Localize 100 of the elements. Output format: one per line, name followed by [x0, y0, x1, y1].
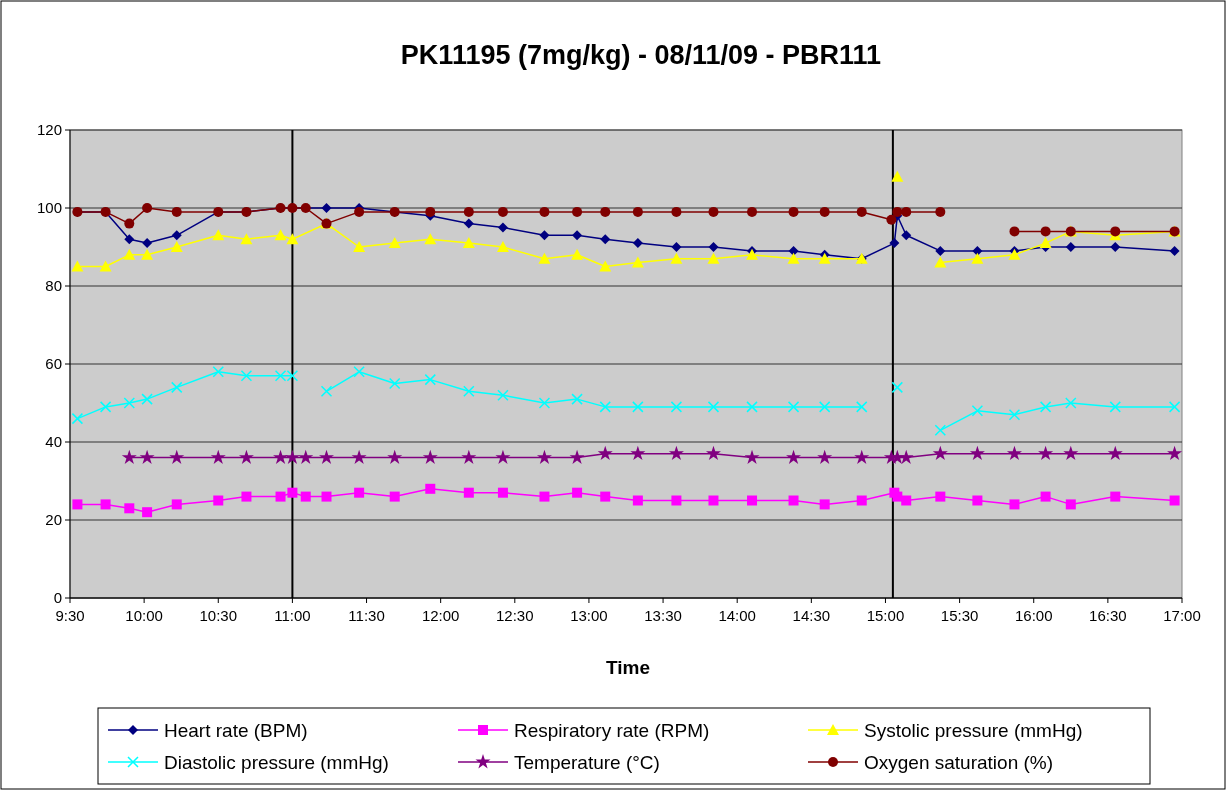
x-tick-label: 14:00: [718, 607, 756, 624]
point: [539, 491, 550, 502]
point: [1008, 408, 1021, 421]
x-tick-label: 13:30: [644, 607, 682, 624]
legend-label: Respiratory rate (RPM): [514, 719, 710, 741]
point: [212, 366, 225, 378]
point: [787, 252, 800, 264]
point: [1109, 401, 1122, 413]
point: [139, 449, 155, 464]
point: [1065, 499, 1076, 510]
point: [1168, 401, 1181, 413]
point: [496, 241, 509, 252]
point: [275, 491, 286, 502]
point: [708, 242, 719, 252]
point: [787, 401, 800, 413]
point: [935, 491, 946, 502]
x-tick-label: 12:30: [496, 607, 534, 624]
point: [212, 229, 225, 241]
point: [630, 445, 646, 461]
point: [274, 229, 287, 241]
point: [539, 206, 550, 217]
point: [462, 237, 475, 249]
point: [708, 495, 719, 506]
point: [746, 401, 758, 413]
chart-title: PK11195 (7mg/kg) - 08/11/09 - PBR111: [400, 40, 882, 70]
point: [671, 206, 682, 217]
point: [298, 449, 314, 464]
point: [425, 483, 436, 494]
point: [1110, 226, 1121, 237]
y-tick-label: 100: [36, 199, 62, 217]
point: [631, 256, 644, 268]
x-tick-label: 9:30: [55, 607, 85, 624]
point: [1006, 445, 1022, 461]
point: [320, 385, 333, 398]
point: [746, 248, 759, 260]
x-tick-label: 16:00: [1014, 607, 1053, 624]
point: [891, 170, 904, 182]
point: [318, 449, 335, 464]
point: [99, 401, 112, 413]
point: [287, 487, 298, 498]
point: [99, 260, 112, 272]
point: [123, 397, 136, 409]
point: [571, 248, 584, 260]
point: [854, 449, 870, 464]
point: [286, 233, 299, 245]
point: [354, 206, 365, 217]
point: [422, 449, 438, 464]
point: [171, 206, 182, 217]
point: [892, 206, 903, 217]
point: [1040, 226, 1051, 237]
point: [632, 495, 643, 506]
point: [707, 252, 720, 264]
point: [889, 238, 900, 249]
point: [969, 445, 985, 461]
point: [788, 495, 799, 506]
point: [273, 449, 289, 464]
point: [1038, 445, 1054, 461]
point: [572, 487, 583, 498]
point: [241, 491, 252, 502]
point: [1065, 242, 1076, 252]
point: [818, 401, 831, 413]
point: [632, 238, 643, 249]
point: [1065, 397, 1077, 409]
point: [1063, 445, 1079, 461]
point: [892, 491, 903, 502]
y-tick-label: 20: [45, 511, 62, 529]
point: [240, 233, 253, 245]
point: [497, 206, 508, 217]
point: [600, 491, 611, 502]
point: [599, 401, 611, 413]
point: [1009, 499, 1020, 510]
point: [934, 424, 947, 437]
point: [886, 214, 897, 225]
point: [538, 252, 551, 264]
x-tick-label: 12:00: [421, 607, 460, 624]
point: [1040, 491, 1051, 502]
point: [497, 487, 508, 498]
point: [1167, 445, 1183, 461]
point: [354, 487, 365, 498]
point: [171, 499, 182, 510]
point: [497, 389, 509, 401]
point: [901, 206, 912, 217]
point: [463, 218, 474, 229]
legend-label: Systolic pressure (mmHg): [864, 719, 1083, 741]
point: [788, 245, 799, 256]
point: [210, 449, 226, 464]
point: [901, 495, 912, 506]
point: [300, 491, 311, 502]
point: [238, 449, 254, 464]
x-tick-label: 16:30: [1089, 607, 1127, 624]
point: [171, 230, 182, 241]
legend-label: Diastolic pressure (mmHg): [164, 751, 389, 773]
point: [597, 445, 613, 461]
point: [142, 507, 153, 518]
point: [388, 377, 401, 390]
point: [1107, 445, 1123, 461]
point: [536, 449, 552, 464]
point: [1110, 491, 1121, 502]
point: [463, 385, 475, 398]
point: [788, 206, 799, 217]
